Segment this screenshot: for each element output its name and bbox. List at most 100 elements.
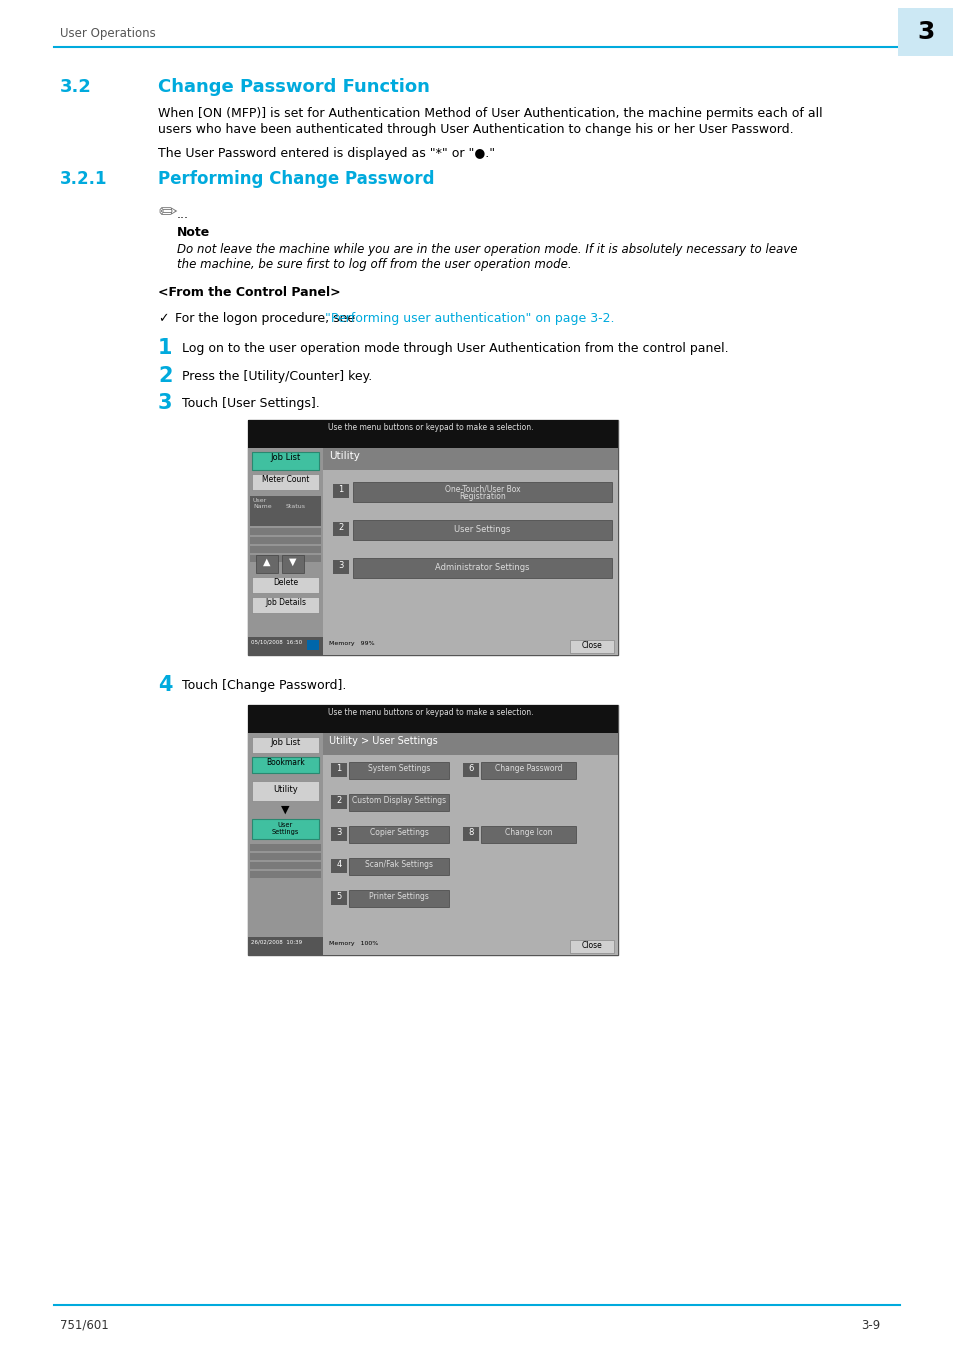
Text: Administrator Settings: Administrator Settings (435, 563, 529, 572)
Text: Job Details: Job Details (265, 598, 306, 608)
Bar (252, 819, 318, 838)
Text: One-Touch/User Box: One-Touch/User Box (444, 485, 519, 493)
Bar (331, 859, 347, 873)
Text: User
Name: User Name (253, 498, 272, 509)
Bar (252, 474, 318, 490)
Text: ▼: ▼ (281, 805, 290, 815)
Text: 3-9: 3-9 (860, 1319, 879, 1332)
Bar (248, 448, 323, 655)
Text: 3: 3 (917, 20, 934, 45)
Bar (353, 482, 612, 502)
Text: ✏: ✏ (158, 202, 176, 223)
Text: Touch [User Settings].: Touch [User Settings]. (182, 397, 319, 410)
Text: For the logon procedure, see: For the logon procedure, see (174, 312, 358, 325)
Text: User Operations: User Operations (60, 27, 155, 40)
Bar (349, 890, 449, 907)
Bar (252, 452, 318, 470)
Bar (323, 733, 618, 755)
Bar (331, 891, 347, 904)
Text: Utility > User Settings: Utility > User Settings (329, 736, 437, 747)
Text: User
Settings: User Settings (272, 822, 299, 836)
Bar (349, 826, 449, 842)
Text: users who have been authenticated through User Authentication to change his or h: users who have been authenticated throug… (158, 123, 793, 136)
Bar (248, 733, 323, 954)
Bar (250, 495, 320, 526)
Bar (331, 763, 347, 778)
Bar (323, 637, 618, 655)
Text: 1: 1 (336, 764, 341, 774)
Text: Scan/Fak Settings: Scan/Fak Settings (365, 860, 433, 869)
Text: 3.2: 3.2 (60, 78, 91, 96)
Bar (349, 761, 449, 779)
Bar (252, 737, 318, 753)
Text: 5: 5 (336, 892, 341, 900)
Bar (569, 940, 614, 953)
Text: Meter Count: Meter Count (261, 475, 309, 485)
Text: When [ON (MFP)] is set for Authentication Method of User Authentication, the mac: When [ON (MFP)] is set for Authenticatio… (158, 107, 821, 120)
Text: ▲: ▲ (263, 558, 271, 567)
Text: Job List: Job List (270, 454, 300, 462)
Bar (250, 537, 320, 544)
Text: Change Password Function: Change Password Function (158, 78, 430, 96)
Bar (255, 555, 277, 572)
Text: ✓: ✓ (158, 312, 169, 325)
Text: 4: 4 (336, 860, 341, 869)
Text: 3: 3 (338, 562, 343, 570)
Text: Utility: Utility (329, 451, 359, 460)
Text: Change Password: Change Password (495, 764, 561, 774)
Text: 1: 1 (338, 485, 343, 494)
Text: 05/10/2008  16:50: 05/10/2008 16:50 (251, 639, 302, 644)
Text: Performing Change Password: Performing Change Password (158, 170, 434, 188)
Bar (248, 420, 618, 448)
Bar (248, 937, 323, 954)
Bar (248, 705, 618, 954)
Bar (323, 733, 618, 954)
Bar (480, 761, 576, 779)
Text: ...: ... (177, 208, 189, 221)
Bar (252, 576, 318, 593)
Bar (250, 844, 320, 850)
Bar (462, 763, 478, 778)
Bar (323, 937, 618, 954)
Bar (480, 826, 576, 842)
Bar (333, 485, 349, 498)
Bar (462, 828, 478, 841)
Text: Copier Settings: Copier Settings (369, 828, 428, 837)
Bar (252, 782, 318, 801)
Text: Touch [Change Password].: Touch [Change Password]. (182, 679, 346, 693)
Text: Use the menu buttons or keypad to make a selection.: Use the menu buttons or keypad to make a… (328, 707, 533, 717)
Text: Job List: Job List (270, 738, 300, 747)
Bar (349, 794, 449, 811)
Text: Log on to the user operation mode through User Authentication from the control p: Log on to the user operation mode throug… (182, 342, 728, 355)
Text: 6: 6 (468, 764, 474, 774)
Bar (248, 705, 618, 733)
Bar (353, 520, 612, 540)
Text: Custom Display Settings: Custom Display Settings (352, 796, 446, 805)
Bar (250, 528, 320, 535)
Text: "Performing user authentication" on page 3-2.: "Performing user authentication" on page… (325, 312, 614, 325)
Bar (323, 448, 618, 655)
Bar (250, 545, 320, 554)
Text: Close: Close (581, 641, 601, 649)
Text: 3.2.1: 3.2.1 (60, 170, 108, 188)
Text: Close: Close (581, 941, 601, 950)
Text: Use the menu buttons or keypad to make a selection.: Use the menu buttons or keypad to make a… (328, 423, 533, 432)
Bar (323, 448, 618, 470)
Text: Status: Status (286, 504, 306, 509)
Bar (250, 555, 320, 562)
Bar (333, 560, 349, 574)
Text: 3: 3 (158, 393, 172, 413)
Text: Registration: Registration (458, 491, 505, 501)
Text: 3: 3 (336, 828, 341, 837)
Text: Delete: Delete (273, 578, 297, 587)
Bar (252, 757, 318, 774)
Bar (897, 8, 953, 55)
Bar (250, 871, 320, 878)
Text: Note: Note (177, 225, 210, 239)
Text: Printer Settings: Printer Settings (369, 892, 429, 900)
Bar (252, 597, 318, 613)
Bar (307, 640, 318, 649)
Text: <From the Control Panel>: <From the Control Panel> (158, 286, 340, 298)
Text: Press the [Utility/Counter] key.: Press the [Utility/Counter] key. (182, 370, 372, 383)
Text: Change Icon: Change Icon (504, 828, 552, 837)
